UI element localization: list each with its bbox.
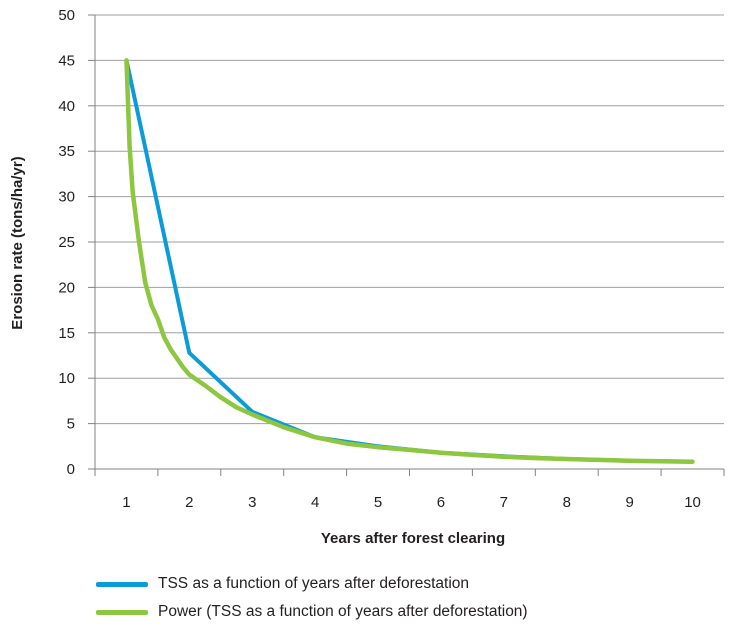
x-tick-label-8: 8	[563, 494, 571, 511]
legend-item-power: Power (TSS as a function of years after …	[96, 598, 716, 626]
y-axis-ticks: 0 5 10 15 20 25 30 35 40 45 50	[58, 7, 95, 478]
y-axis-label: Erosion rate (tons/ha/yr)	[9, 156, 26, 329]
legend: TSS as a function of years after defores…	[96, 570, 716, 626]
y-tick-label-10: 10	[58, 370, 75, 387]
y-tick-label-0: 0	[67, 461, 75, 478]
legend-label-power: Power (TSS as a function of years after …	[158, 603, 528, 620]
y-tick-label-15: 15	[58, 325, 75, 342]
x-tick-label-2: 2	[185, 494, 193, 511]
series-lines	[124, 58, 695, 464]
x-tick-label-7: 7	[500, 494, 508, 511]
x-tick-label-10: 10	[684, 494, 701, 511]
x-tick-label-5: 5	[374, 494, 382, 511]
legend-swatch-power	[96, 609, 148, 615]
y-tick-label-35: 35	[58, 143, 75, 160]
y-tick-label-30: 30	[58, 189, 75, 206]
series-line-tss	[124, 58, 695, 464]
legend-item-tss: TSS as a function of years after defores…	[96, 570, 716, 598]
y-tick-label-20: 20	[58, 279, 75, 296]
x-tick-label-4: 4	[311, 494, 319, 511]
series-line-power-trend	[124, 58, 695, 464]
x-tick-label-6: 6	[437, 494, 445, 511]
y-tick-label-25: 25	[58, 234, 75, 251]
x-axis-ticks: 1 2 3 4 5 6 7 8 9 10	[94, 469, 725, 511]
legend-label-tss: TSS as a function of years after defores…	[158, 575, 470, 592]
y-tick-label-40: 40	[58, 98, 75, 115]
y-tick-label-50: 50	[58, 7, 75, 24]
legend-swatch-tss	[96, 581, 148, 587]
y-tick-label-45: 45	[58, 52, 75, 69]
x-axis-label: Years after forest clearing	[321, 530, 505, 547]
x-tick-label-9: 9	[625, 494, 633, 511]
gridlines	[95, 14, 724, 425]
x-tick-label-3: 3	[248, 494, 256, 511]
x-tick-label-1: 1	[122, 494, 130, 511]
y-tick-label-5: 5	[67, 416, 75, 433]
